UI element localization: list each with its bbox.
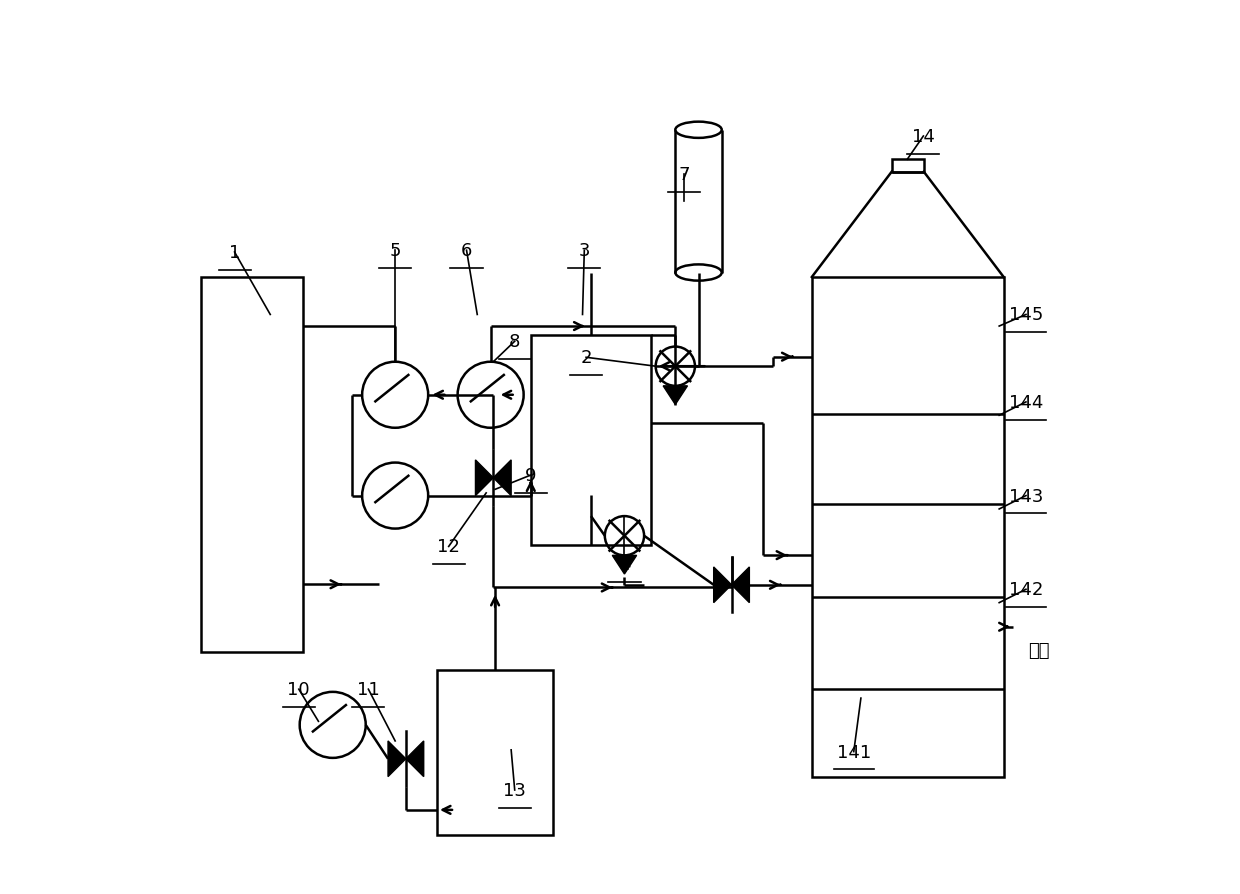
Text: 141: 141 [837,743,870,761]
Polygon shape [388,741,405,777]
Bar [892,160,924,173]
Text: 144: 144 [1009,393,1043,411]
Bar [812,278,1003,777]
Text: 1: 1 [229,244,241,262]
Text: 4: 4 [619,556,630,574]
Polygon shape [475,460,494,496]
Text: 9: 9 [525,467,537,485]
Text: 8: 8 [510,333,521,350]
Text: 142: 142 [1009,580,1043,599]
Text: 14: 14 [911,128,935,146]
Bar [201,278,304,652]
Text: 13: 13 [503,781,526,799]
Text: 烟气: 烟气 [1029,641,1050,659]
Bar [436,670,553,835]
Polygon shape [494,460,511,496]
Bar [531,335,651,545]
Text: 11: 11 [357,680,379,698]
Polygon shape [714,568,732,603]
Text: 145: 145 [1009,306,1043,325]
Text: 6: 6 [461,242,472,260]
Text: 12: 12 [438,538,460,556]
Polygon shape [405,741,424,777]
Polygon shape [613,556,636,574]
Text: 2: 2 [580,349,591,367]
Text: 5: 5 [389,242,401,260]
Polygon shape [732,568,749,603]
Text: 10: 10 [288,680,310,698]
Text: 143: 143 [1009,487,1043,505]
Polygon shape [663,386,687,405]
Text: 3: 3 [579,242,590,260]
Text: 7: 7 [678,166,689,184]
